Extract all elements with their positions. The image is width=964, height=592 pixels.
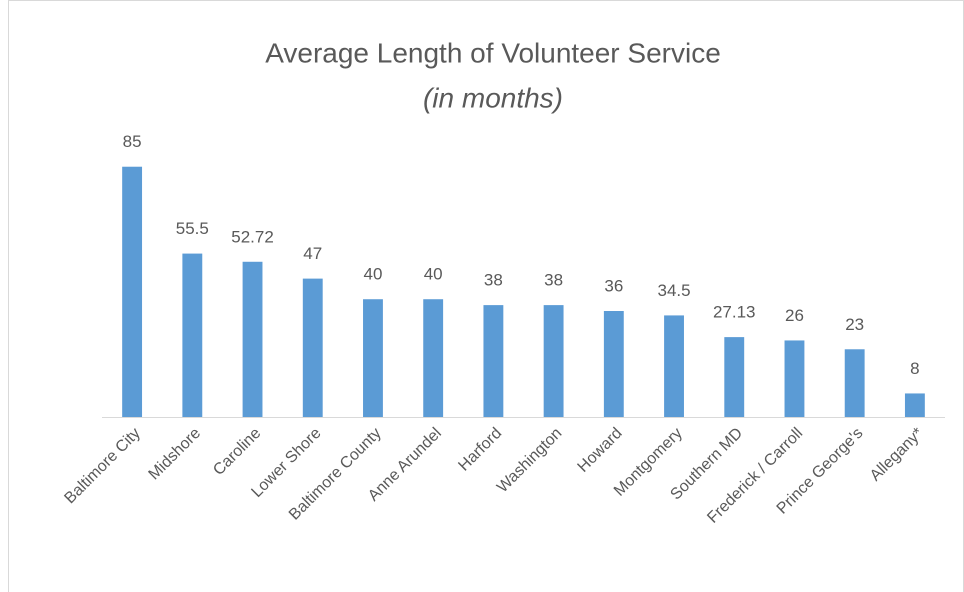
bar: [242, 261, 263, 417]
chart-frame: [8, 0, 964, 592]
bar: [603, 311, 624, 417]
data-label: 85: [123, 132, 142, 151]
bar: [182, 253, 203, 417]
bar: [423, 299, 444, 417]
chart-title: Average Length of Volunteer Service: [265, 37, 721, 68]
bar: [483, 305, 504, 417]
bar: [302, 278, 323, 417]
data-label: 55.5: [176, 219, 209, 238]
bar: [844, 349, 865, 417]
data-label: 23: [845, 315, 864, 334]
data-label: 27.13: [713, 303, 756, 322]
data-label: 36: [604, 276, 623, 295]
data-label: 38: [544, 271, 563, 290]
chart-subtitle: (in months): [423, 82, 563, 113]
bar: [122, 166, 143, 417]
bar: [664, 315, 684, 417]
data-label: 8: [910, 359, 919, 378]
data-label: 47: [303, 244, 322, 263]
data-label: 26: [785, 306, 804, 325]
data-label: 40: [364, 265, 383, 284]
data-label: 34.5: [657, 281, 690, 300]
bar: [543, 305, 564, 417]
data-label: 40: [424, 265, 443, 284]
data-label: 38: [484, 271, 503, 290]
data-label: 52.72: [231, 227, 274, 246]
bar: [784, 340, 805, 417]
bar: [904, 393, 925, 417]
bar: [724, 337, 745, 417]
bar: [363, 299, 383, 417]
